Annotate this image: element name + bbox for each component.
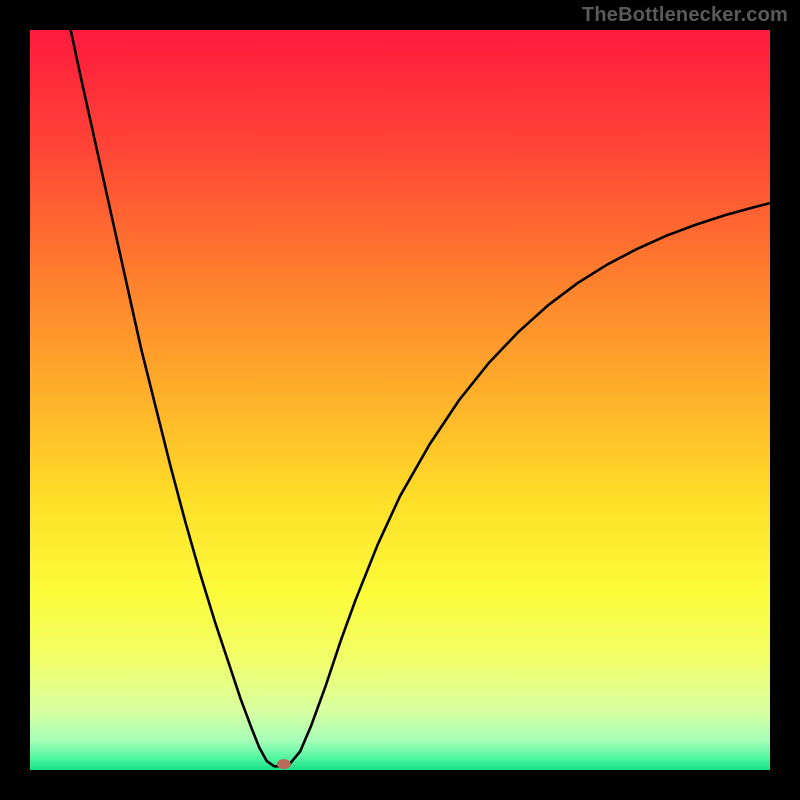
watermark-text: TheBottlenecker.com [582, 4, 788, 27]
chart-svg [0, 0, 800, 800]
bottleneck-chart: TheBottlenecker.com [0, 0, 800, 800]
plot-background [30, 30, 770, 770]
optimal-point-marker [277, 759, 291, 769]
